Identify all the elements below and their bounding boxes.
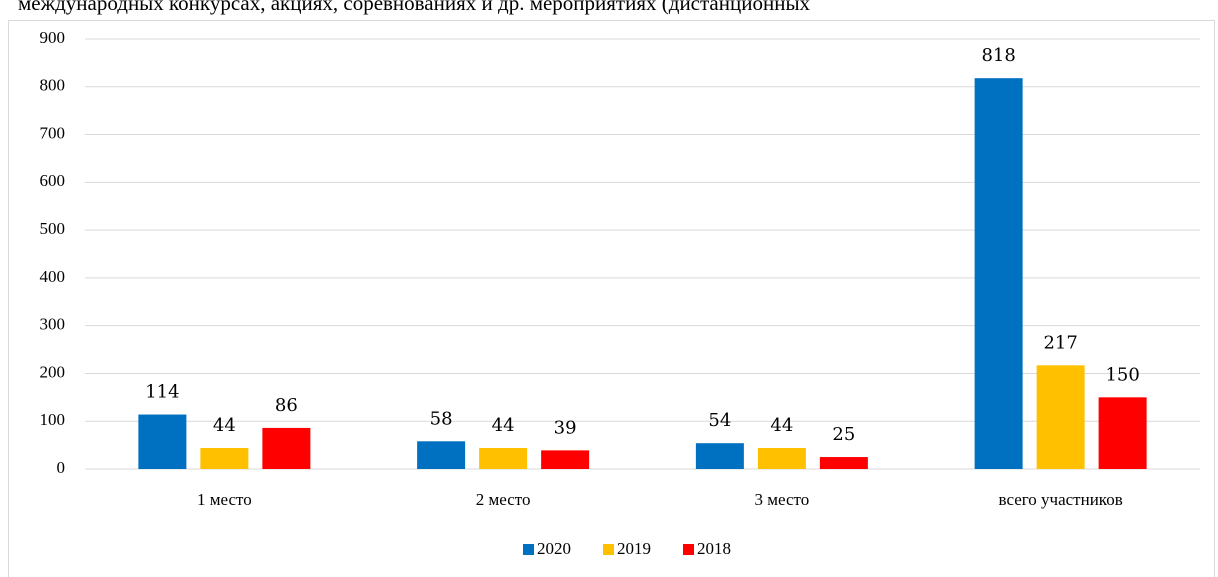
y-tick-label: 500 [40, 219, 66, 238]
value-label: 39 [554, 417, 577, 438]
y-tick-label: 900 [40, 28, 66, 47]
chart-title: международных конкурсах, акциях, соревно… [18, 0, 811, 15]
value-label: 114 [145, 382, 179, 403]
y-tick-label: 100 [40, 410, 66, 429]
bar [695, 443, 744, 469]
value-label: 25 [832, 424, 855, 445]
bar [200, 447, 249, 469]
value-label: 818 [981, 45, 1015, 66]
legend-label: 2020 [537, 539, 571, 558]
y-tick-label: 700 [40, 123, 66, 142]
y-tick-label: 400 [40, 267, 66, 286]
bar [417, 441, 466, 469]
x-tick-label: 1 место [197, 490, 252, 509]
legend-label: 2018 [697, 539, 731, 558]
bar [262, 427, 311, 469]
bar [541, 450, 590, 469]
bar [138, 414, 187, 469]
value-label: 150 [1105, 364, 1139, 385]
legend-swatch [523, 544, 534, 555]
value-label: 86 [275, 395, 298, 416]
bar [757, 447, 806, 469]
x-tick-label: всего участников [999, 490, 1123, 509]
value-label: 58 [430, 408, 453, 429]
value-label: 44 [213, 415, 236, 436]
value-label: 54 [708, 410, 731, 431]
x-tick-label: 3 место [755, 490, 810, 509]
value-label: 44 [770, 415, 793, 436]
value-label: 44 [492, 415, 515, 436]
y-tick-label: 300 [40, 315, 66, 334]
legend-label: 2019 [617, 539, 651, 558]
x-tick-label: 2 место [476, 490, 531, 509]
bar [974, 78, 1023, 469]
y-tick-label: 600 [40, 171, 66, 190]
y-tick-label: 800 [40, 76, 66, 95]
bar [1036, 365, 1085, 469]
bar [819, 457, 868, 469]
y-tick-label: 0 [57, 458, 66, 477]
bar [1098, 397, 1147, 469]
y-tick-label: 200 [40, 362, 66, 381]
bar [479, 447, 528, 469]
legend-swatch [683, 544, 694, 555]
value-label: 217 [1043, 332, 1077, 353]
legend-swatch [603, 544, 614, 555]
